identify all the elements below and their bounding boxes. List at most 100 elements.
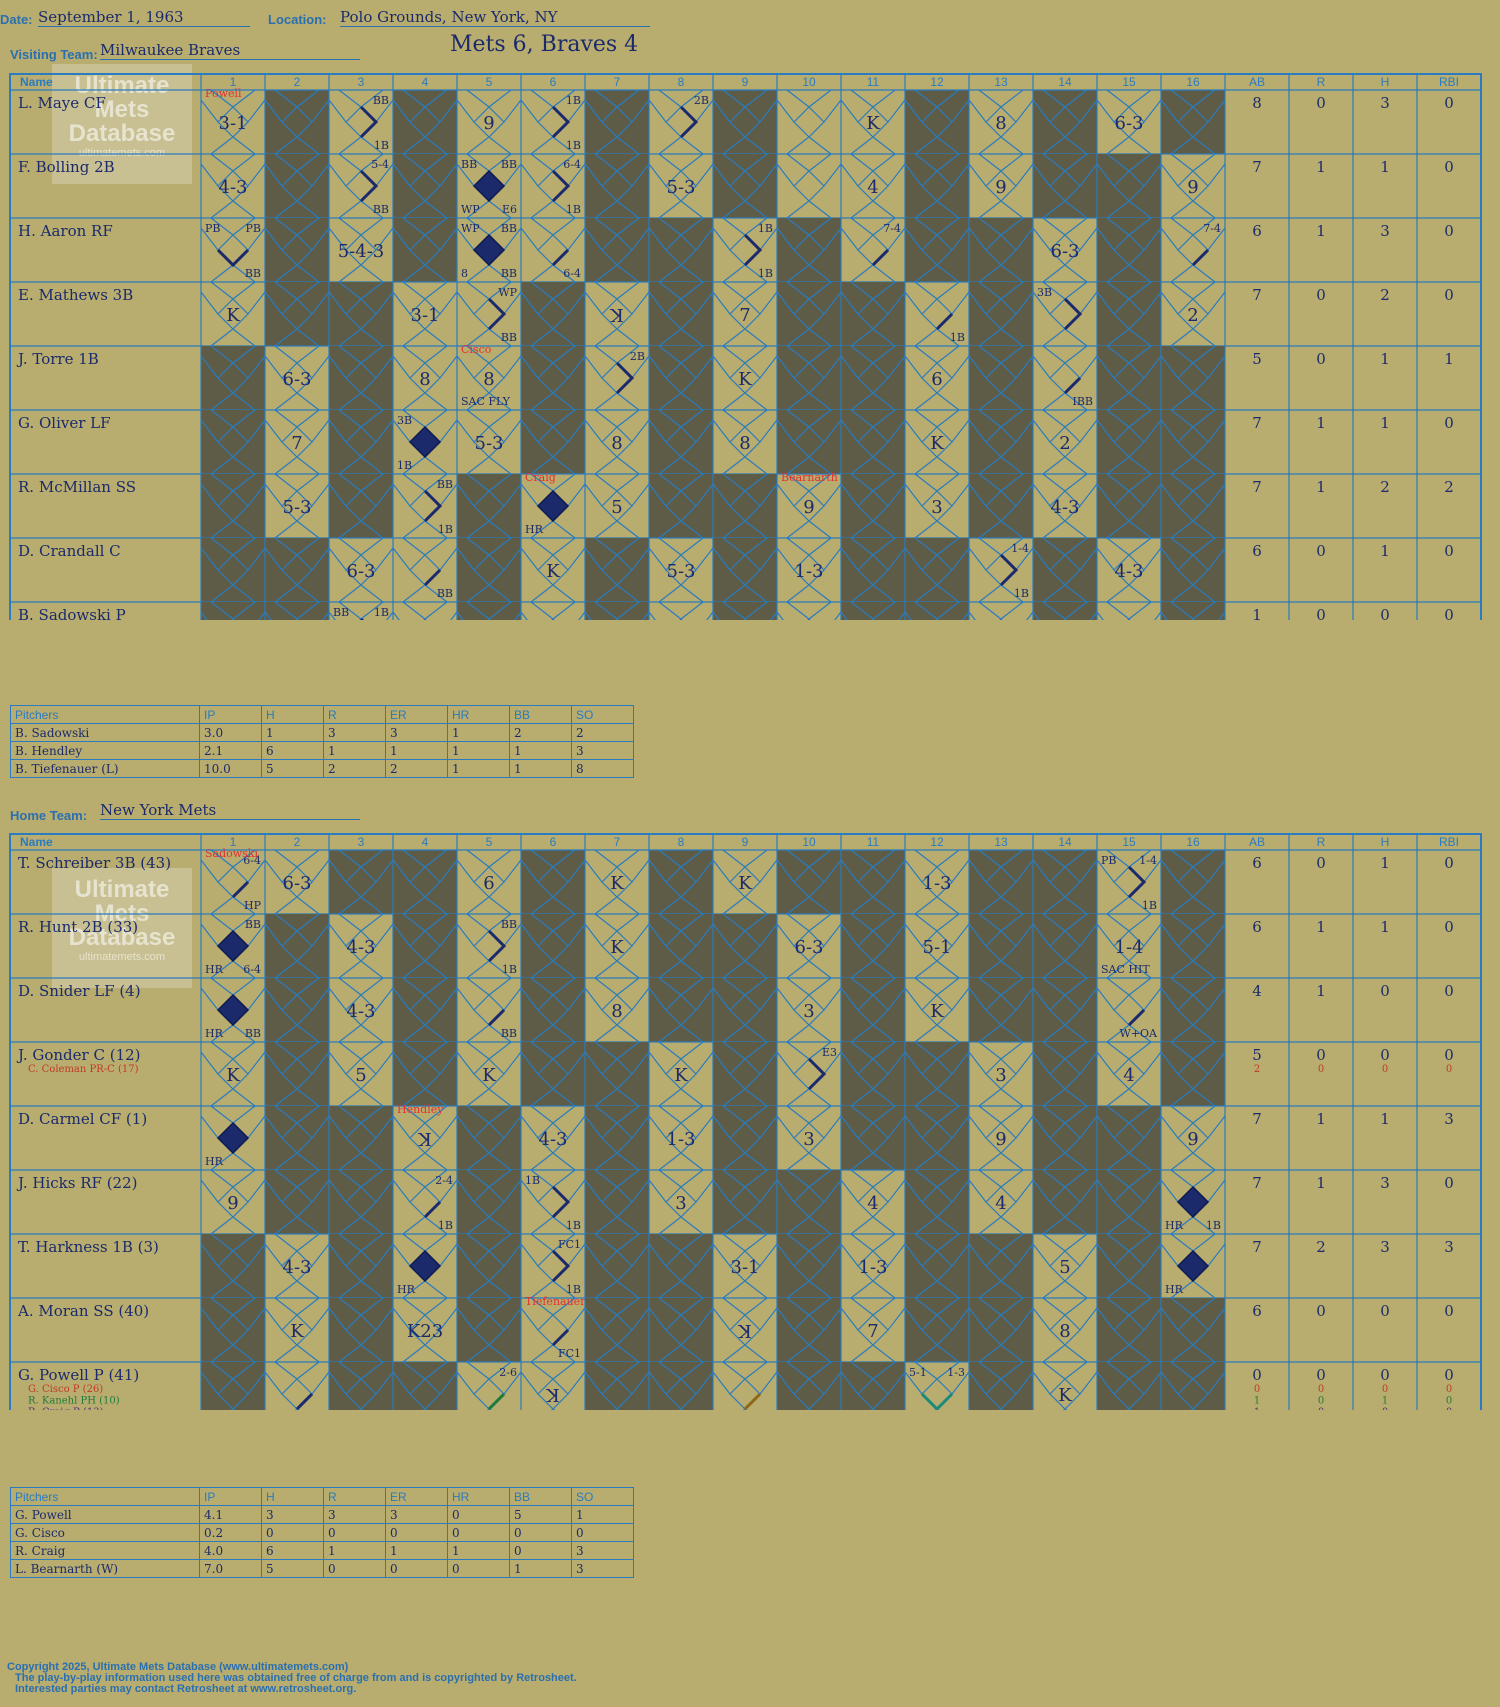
visitors-cell xyxy=(329,346,393,410)
play-note: WP xyxy=(498,286,517,299)
guide-line xyxy=(744,217,768,236)
guide-line xyxy=(808,473,832,492)
home-cell xyxy=(1161,1042,1225,1106)
guide-line xyxy=(776,1051,795,1075)
guide-line xyxy=(712,1179,731,1203)
guide-line xyxy=(578,611,586,620)
guide-line xyxy=(887,163,906,187)
home-stat-value: 1 xyxy=(1380,854,1390,872)
guide-line xyxy=(744,456,768,475)
play-result: 3 xyxy=(995,1065,1006,1086)
guide-line xyxy=(914,1024,938,1043)
visitors-stat-value: 6 xyxy=(1252,222,1262,240)
guide-line xyxy=(712,1243,731,1267)
guide-line xyxy=(1000,1024,1024,1043)
visitors-cell xyxy=(457,538,521,602)
guide-line xyxy=(530,1297,554,1316)
guide-line xyxy=(424,1216,448,1235)
home-sub-name: R. Craig P (13) xyxy=(28,1407,104,1410)
guide-line xyxy=(328,355,347,379)
guide-line xyxy=(978,1233,1002,1252)
pitching-stat-header: IP xyxy=(199,705,262,724)
pitcher-row: R. Craig 4.0 6 1 1 1 0 3 xyxy=(10,1541,634,1560)
guide-line xyxy=(914,960,938,979)
basepath-mark xyxy=(231,880,250,899)
guide-line xyxy=(887,419,906,443)
home-cell xyxy=(265,978,329,1042)
guide-line xyxy=(594,1361,618,1380)
guide-line xyxy=(776,547,795,571)
guide-line xyxy=(1128,328,1152,347)
guide-line xyxy=(1143,483,1162,507)
guide-line xyxy=(978,913,1002,932)
play-note: 1B xyxy=(1014,587,1029,600)
guide-line xyxy=(210,537,234,556)
base-diamond xyxy=(1113,994,1145,1026)
guide-line xyxy=(200,987,219,1011)
guide-line xyxy=(1064,1344,1088,1363)
guide-line xyxy=(744,849,768,868)
home-sub-name: G. Cisco P (26) xyxy=(28,1384,103,1395)
guide-line xyxy=(658,217,682,236)
visitors-cell xyxy=(265,538,329,602)
guide-line xyxy=(1106,1280,1130,1299)
guide-line xyxy=(934,1408,938,1410)
pitching-stat: 1 xyxy=(509,1559,572,1578)
visitors-cell xyxy=(329,410,393,474)
guide-line xyxy=(1128,281,1152,300)
visitors-stat-value: 1 xyxy=(1444,350,1454,368)
guide-line xyxy=(520,1307,539,1331)
guide-line xyxy=(1207,419,1226,443)
guide-line xyxy=(808,345,832,364)
guide-line xyxy=(759,483,778,507)
guide-line xyxy=(1160,859,1179,883)
guide-line xyxy=(872,200,896,219)
visitors-cell xyxy=(713,154,777,218)
guide-line xyxy=(1192,1297,1216,1316)
game-title: Mets 6, Braves 4 xyxy=(450,32,639,57)
home-stat-value: 1 xyxy=(1316,918,1326,936)
home-cell xyxy=(1161,850,1225,914)
guide-line xyxy=(360,913,384,932)
visitors-cell xyxy=(777,154,841,218)
guide-line xyxy=(968,483,987,507)
guide-line xyxy=(1128,1169,1152,1188)
guide-line xyxy=(360,281,384,300)
home-cell xyxy=(585,1042,649,1106)
guide-line xyxy=(1106,264,1130,283)
guide-line xyxy=(1000,1297,1024,1316)
guide-line xyxy=(1160,1307,1179,1331)
guide-line xyxy=(872,345,896,364)
guide-line xyxy=(360,520,384,539)
play-result: 4-3 xyxy=(1115,561,1144,582)
guide-line xyxy=(1000,584,1024,603)
visitors-inning-header: 4 xyxy=(422,75,429,89)
guide-line xyxy=(1160,1115,1179,1139)
guide-line xyxy=(695,291,714,315)
guide-line xyxy=(744,896,768,915)
guide-line xyxy=(1128,584,1152,603)
scorecard-border xyxy=(9,833,1482,1410)
guide-line xyxy=(616,977,640,996)
guide-line xyxy=(840,163,859,187)
guide-line xyxy=(712,1307,731,1331)
guide-line xyxy=(1207,163,1226,187)
guide-line xyxy=(424,1088,448,1107)
guide-line xyxy=(1170,1361,1194,1380)
guide-line xyxy=(808,849,832,868)
play-result: 9 xyxy=(483,113,494,134)
guide-line xyxy=(328,1371,347,1395)
guide-line xyxy=(584,99,603,123)
guide-line xyxy=(695,1051,714,1075)
guide-line xyxy=(1207,1307,1226,1331)
basepath-mark xyxy=(359,617,365,620)
guide-line xyxy=(631,1371,650,1395)
visitors-stat-value: 0 xyxy=(1316,606,1326,620)
visitors-stat-value: 1 xyxy=(1316,478,1326,496)
guide-line xyxy=(808,584,832,603)
guide-line xyxy=(872,1280,896,1299)
guide-line xyxy=(375,163,394,187)
guide-line xyxy=(1015,1307,1034,1331)
guide-line xyxy=(968,227,987,251)
visitors-cell xyxy=(905,90,969,154)
